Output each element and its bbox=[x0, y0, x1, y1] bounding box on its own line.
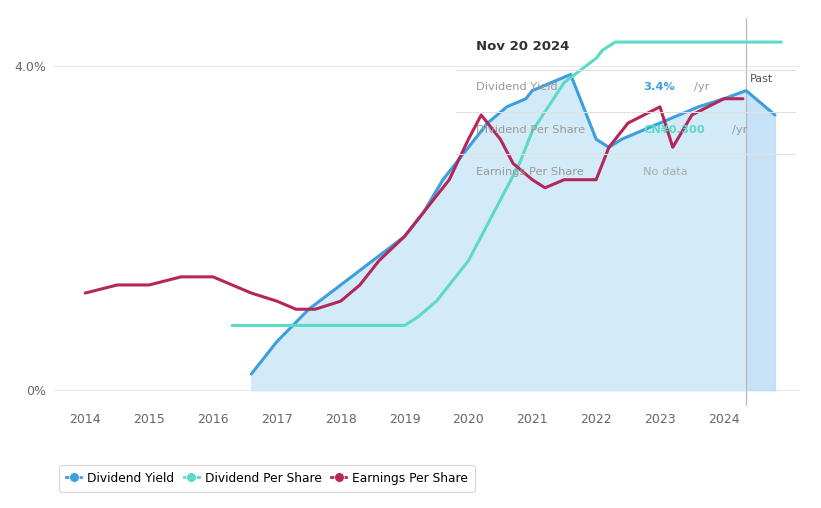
Text: No data: No data bbox=[643, 167, 688, 177]
Legend: Dividend Yield, Dividend Per Share, Earnings Per Share: Dividend Yield, Dividend Per Share, Earn… bbox=[59, 465, 475, 492]
Text: CN¥0.300: CN¥0.300 bbox=[643, 124, 704, 135]
Text: Dividend Yield: Dividend Yield bbox=[476, 82, 557, 92]
Text: Earnings Per Share: Earnings Per Share bbox=[476, 167, 584, 177]
Text: /yr: /yr bbox=[695, 82, 709, 92]
Text: 3.4%: 3.4% bbox=[643, 82, 675, 92]
Text: /yr: /yr bbox=[732, 124, 747, 135]
Text: Nov 20 2024: Nov 20 2024 bbox=[476, 40, 570, 53]
Text: Dividend Per Share: Dividend Per Share bbox=[476, 124, 585, 135]
Text: Past: Past bbox=[750, 74, 773, 83]
